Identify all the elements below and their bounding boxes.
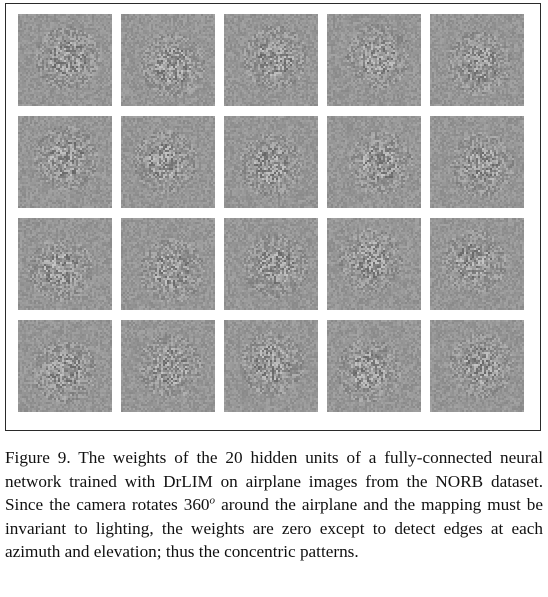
hidden-unit-weight-image [18,218,112,310]
hidden-unit-weight-image [430,218,524,310]
hidden-unit-weight-image [327,218,421,310]
hidden-unit-weight-image [430,320,524,412]
hidden-unit-weight-image [121,320,215,412]
hidden-unit-weight-image [121,14,215,106]
hidden-unit-weight-image [430,14,524,106]
weight-image-grid [18,14,524,412]
hidden-unit-weight-image [327,14,421,106]
hidden-unit-weight-image [18,14,112,106]
hidden-unit-weight-image [18,320,112,412]
figure-9-panel [5,3,541,431]
caption-text-continued: around the airplane and the mapping must… [5,495,543,561]
hidden-unit-weight-image [18,116,112,208]
hidden-unit-weight-image [224,218,318,310]
hidden-unit-weight-image [430,116,524,208]
hidden-unit-weight-image [121,116,215,208]
hidden-unit-weight-image [224,14,318,106]
degree-superscript: o [210,494,216,506]
figure-caption: Figure 9. The weights of the 20 hidden u… [5,446,543,564]
hidden-unit-weight-image [121,218,215,310]
hidden-unit-weight-image [327,116,421,208]
hidden-unit-weight-image [224,116,318,208]
hidden-unit-weight-image [224,320,318,412]
hidden-unit-weight-image [327,320,421,412]
caption-text: Figure 9. The weights of the 20 hidden u… [5,448,543,514]
